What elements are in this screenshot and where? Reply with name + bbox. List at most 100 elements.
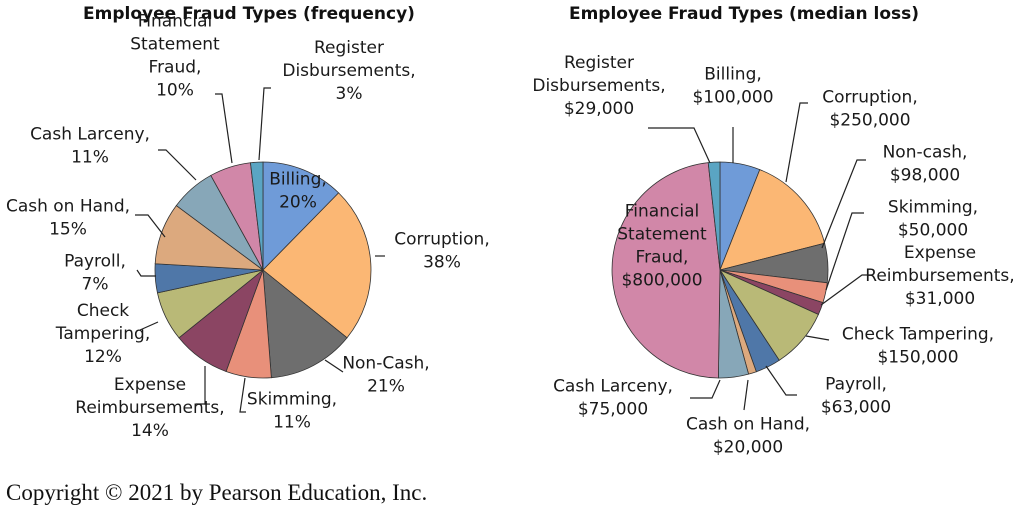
median-loss-label-larceny: Cash Larceny, $75,000	[553, 377, 673, 420]
median-loss-leader-check	[805, 335, 830, 341]
frequency-slice-noncash	[262, 269, 348, 379]
frequency-label-fsfraud: Financial Statement Fraud, 10%	[130, 12, 220, 101]
median-loss-leader-payroll	[765, 365, 797, 396]
frequency-label-skimming: Skimming, 11%	[247, 390, 337, 433]
frequency-label-register: Register Disbursements, 3%	[282, 38, 415, 104]
frequency-label-noncash: Non-Cash, 21%	[342, 354, 429, 397]
frequency-label-fsfraud-line: Fraud,	[149, 58, 202, 78]
median-loss-label-skimming-line: $50,000	[898, 221, 968, 241]
frequency-label-larceny-line: Cash Larceny,	[30, 125, 150, 145]
median-loss-label-noncash: Non-cash, $98,000	[883, 143, 968, 186]
median-loss-label-payroll-line: $63,000	[821, 398, 891, 418]
median-loss-label-register-line: Register	[564, 53, 634, 73]
median-loss-label-cashonhand: Cash on Hand, $20,000	[686, 415, 810, 458]
copyright-notice: Copyright © 2021 by Pearson Education, I…	[6, 480, 428, 505]
frequency-leader-check	[139, 321, 159, 331]
frequency-label-expense-line: Expense	[114, 375, 186, 395]
frequency-leader-payroll	[136, 269, 156, 277]
frequency-label-fsfraud-line: Statement	[130, 35, 220, 55]
frequency-slice-billing	[262, 161, 340, 271]
median-loss-leader-register	[648, 127, 711, 164]
median-loss-label-billing-line: Billing,	[704, 65, 762, 85]
median-loss-pie-chart: Employee Fraud Types (median loss) Billi…	[532, 4, 1014, 458]
median-loss-slice-labels: Billing, $100,000 Corruption, $250,000 Non-c…	[532, 53, 1014, 458]
median-loss-leader-skimming	[825, 212, 864, 291]
median-loss-label-check-line: Check Tampering,	[842, 325, 994, 345]
median-loss-label-check: Check Tampering, $150,000	[842, 325, 994, 368]
frequency-leader-larceny	[158, 149, 197, 181]
frequency-label-check-line: Check	[77, 301, 129, 321]
median-loss-slice-corruption	[719, 169, 826, 271]
frequency-label-fsfraud-line: Financial	[138, 12, 212, 32]
median-loss-label-expense-line: Expense	[904, 243, 976, 263]
frequency-label-corruption: Corruption, 38%	[394, 230, 489, 273]
median-loss-label-noncash-line: $98,000	[890, 166, 960, 186]
median-loss-leader-noncash	[821, 159, 866, 249]
median-loss-label-cashonhand-line: $20,000	[713, 438, 783, 458]
median-loss-label-check-line: $150,000	[877, 348, 958, 368]
frequency-label-check: Check Tampering, 12%	[55, 301, 150, 367]
median-loss-label-expense: Expense Reimbursements, $31,000	[865, 243, 1014, 309]
frequency-label-register-line: Register	[314, 38, 384, 58]
frequency-label-cashonhand-line: Cash on Hand,	[6, 197, 130, 217]
frequency-label-check-line: 12%	[84, 347, 122, 367]
frequency-slices	[154, 161, 372, 379]
fraud-pie-charts: Employee Fraud Types (frequency) Billing…	[6, 4, 1015, 458]
frequency-leader-noncash	[324, 359, 344, 373]
frequency-leader-cashonhand	[135, 214, 166, 238]
median-loss-label-expense-line: $31,000	[905, 289, 975, 309]
median-loss-leader-expense	[820, 274, 872, 306]
median-loss-label-billing-line: $100,000	[692, 88, 773, 108]
frequency-slice-register	[250, 161, 264, 271]
median-loss-label-corruption-line: $250,000	[829, 111, 910, 131]
median-loss-label-payroll: Payroll, $63,000	[821, 375, 891, 418]
frequency-label-cashonhand-line: 15%	[49, 220, 87, 240]
frequency-label-corruption-line: 38%	[423, 253, 461, 273]
median-loss-label-larceny-line: $75,000	[578, 400, 648, 420]
frequency-chart-title: Employee Fraud Types (frequency)	[83, 4, 415, 24]
frequency-label-payroll: Payroll, 7%	[64, 252, 126, 295]
frequency-label-expense: Expense Reimbursements, 14%	[75, 375, 224, 441]
median-loss-label-register: Register Disbursements, $29,000	[532, 53, 665, 119]
median-loss-slice-register	[707, 161, 721, 271]
frequency-label-fsfraud-line: 10%	[156, 81, 194, 101]
frequency-label-noncash-line: 21%	[367, 377, 405, 397]
median-loss-label-fsfraud-line: Statement	[617, 225, 707, 245]
frequency-label-expense-line: 14%	[131, 421, 169, 441]
median-loss-label-noncash-line: Non-cash,	[883, 143, 968, 163]
median-loss-leader-corruption	[785, 102, 808, 183]
median-loss-label-fsfraud-line: $800,000	[621, 271, 702, 291]
median-loss-label-skimming-line: Skimming,	[888, 198, 978, 218]
median-loss-label-cashonhand-line: Cash on Hand,	[686, 415, 810, 435]
frequency-label-cashonhand: Cash on Hand, 15%	[6, 197, 130, 240]
median-loss-label-register-line: Disbursements,	[532, 76, 665, 96]
frequency-slice-corruption	[262, 192, 372, 339]
frequency-label-skimming-line: Skimming,	[247, 390, 337, 410]
median-loss-label-billing: Billing, $100,000	[692, 65, 773, 108]
frequency-label-billing-line: 20%	[279, 193, 317, 213]
frequency-label-corruption-line: Corruption,	[394, 230, 489, 250]
frequency-label-payroll-line: 7%	[82, 275, 109, 295]
median-loss-slice-fsfraud	[611, 162, 721, 379]
median-loss-label-corruption: Corruption, $250,000	[822, 88, 917, 131]
median-loss-label-fsfraud: Financial Statement Fraud, $800,000	[617, 202, 707, 291]
frequency-leader-lines	[135, 87, 385, 413]
frequency-label-skimming-line: 11%	[273, 413, 311, 433]
frequency-label-check-line: Tampering,	[55, 324, 150, 344]
frequency-label-billing-line: Billing,	[269, 170, 327, 190]
frequency-label-expense-line: Reimbursements,	[75, 398, 224, 418]
median-loss-label-payroll-line: Payroll,	[825, 375, 887, 395]
median-loss-label-register-line: $29,000	[564, 99, 634, 119]
frequency-label-larceny: Cash Larceny, 11%	[30, 125, 150, 168]
median-loss-label-skimming: Skimming, $50,000	[888, 198, 978, 241]
frequency-slice-labels: Billing, 20% Corruption, 38% Non-Cash, 21% Ski…	[6, 12, 490, 442]
frequency-leader-register	[258, 87, 271, 161]
frequency-leader-expense	[196, 366, 206, 405]
frequency-label-noncash-line: Non-Cash,	[342, 354, 429, 374]
median-loss-leader-larceny	[690, 379, 721, 399]
frequency-label-billing: Billing, 20%	[269, 170, 327, 213]
median-loss-chart-title: Employee Fraud Types (median loss)	[569, 4, 919, 24]
median-loss-label-larceny-line: Cash Larceny,	[553, 377, 673, 397]
frequency-label-larceny-line: 11%	[71, 148, 109, 168]
